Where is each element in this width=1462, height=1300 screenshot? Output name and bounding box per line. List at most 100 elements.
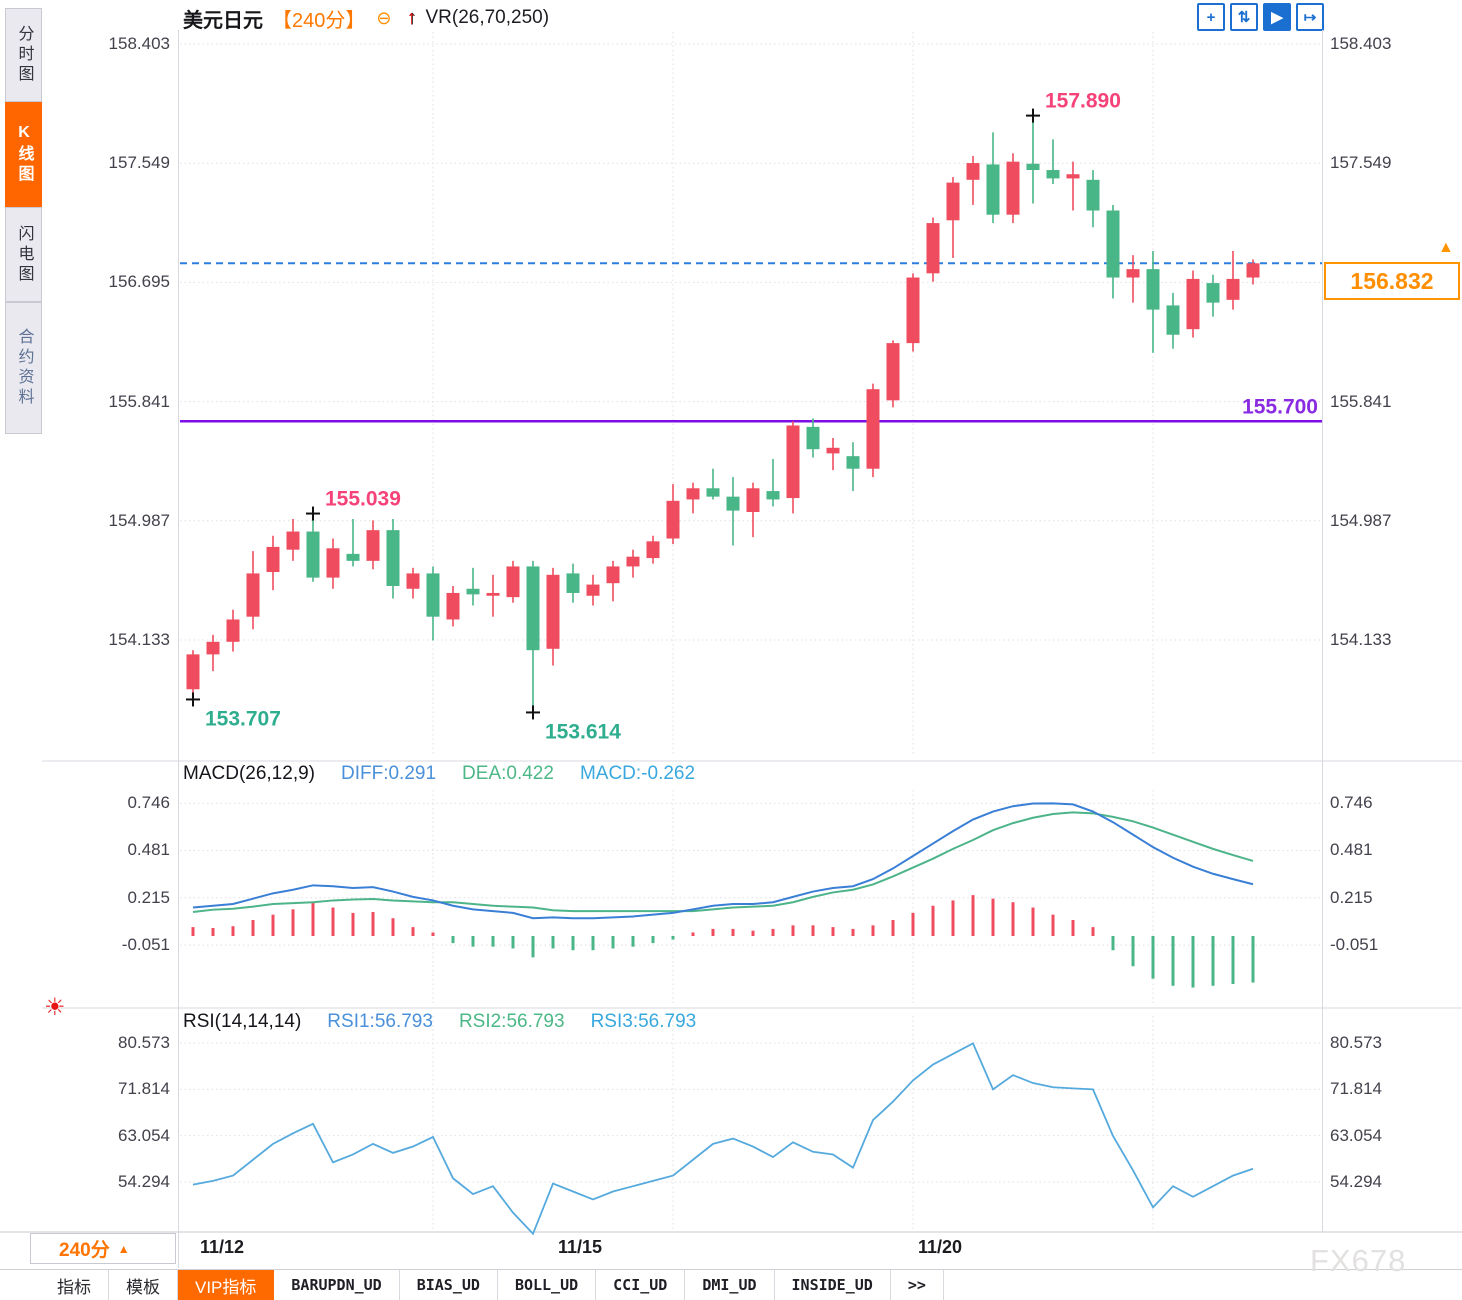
sidebar-item-time-chart[interactable]: 分时图	[5, 8, 42, 102]
macd-bar	[1111, 936, 1115, 951]
macd-bar	[1191, 936, 1195, 988]
candle	[1046, 170, 1060, 179]
bottom-tab-dmi_ud[interactable]: DMI_UD	[685, 1270, 775, 1300]
macd-diff-value: DIFF:0.291	[341, 763, 437, 784]
candle	[306, 531, 320, 578]
macd-bar	[651, 936, 655, 944]
extreme-price-label: 155.039	[325, 488, 401, 511]
axis-scale-icon[interactable]: ⇅	[1230, 3, 1258, 31]
sidebar-item-contract-info[interactable]: 合约资料	[5, 302, 42, 434]
bottom-tab-more[interactable]: >>	[891, 1270, 944, 1300]
macd-bar	[1091, 927, 1095, 936]
candle	[706, 488, 720, 497]
crosshair-tool-icon[interactable]: +	[1197, 3, 1225, 31]
macd-bar	[831, 927, 835, 936]
extreme-price-label: 153.707	[205, 707, 281, 730]
macd-title: MACD(26,12,9)	[183, 763, 315, 784]
candle	[606, 566, 620, 584]
macd-bar	[931, 905, 935, 936]
bottom-tab-boll_ud[interactable]: BOLL_UD	[498, 1270, 597, 1300]
macd-bar	[1031, 907, 1035, 936]
macd-bar	[811, 925, 815, 936]
macd-bar	[591, 936, 595, 951]
candle	[726, 496, 740, 511]
candle	[666, 500, 680, 539]
dea-line	[192, 811, 1254, 913]
axis-tick-label: 155.841	[1330, 391, 1392, 411]
bottom-tab-more[interactable]: 指标	[40, 1270, 109, 1300]
pan-right-icon[interactable]: ↦	[1296, 3, 1324, 31]
macd-bar	[1171, 936, 1175, 986]
axis-tick-label: 0.746	[127, 793, 170, 813]
x-axis-date: 11/15	[558, 1237, 603, 1257]
macd-bar	[311, 902, 315, 936]
macd-bar	[351, 912, 355, 936]
bottom-tab-more[interactable]: 模板	[109, 1270, 178, 1300]
candle	[826, 447, 840, 454]
macd-bar	[871, 925, 875, 936]
macd-bar	[1131, 936, 1135, 967]
candle	[1106, 210, 1120, 278]
macd-bar	[511, 936, 515, 949]
bottom-tab-vip[interactable]: VIP指标	[178, 1270, 275, 1300]
candle	[786, 425, 800, 499]
axis-tick-label: 157.549	[1330, 153, 1392, 173]
macd-bar	[751, 930, 755, 936]
collapse-icon[interactable]: ⊖	[376, 7, 392, 28]
axis-tick-label: 63.054	[118, 1125, 170, 1145]
macd-bar	[731, 928, 735, 936]
macd-bar	[771, 928, 775, 936]
auto-scale-icon[interactable]: ▶	[1263, 3, 1291, 31]
support-price-label: 155.700	[1242, 395, 1318, 418]
candle	[1206, 283, 1220, 303]
macd-bar	[1231, 936, 1235, 985]
candle	[906, 277, 920, 344]
rsi2-value: RSI2:56.793	[458, 1011, 565, 1032]
candle	[806, 426, 820, 450]
macd-bar	[431, 932, 435, 936]
sidebar-item-kline-chart[interactable]: K线图	[5, 102, 42, 207]
bottom-tab-inside_ud[interactable]: INSIDE_UD	[775, 1270, 891, 1300]
sidebar-item-lightning-chart[interactable]: 闪电图	[5, 207, 42, 302]
axis-tick-label: -0.051	[121, 935, 170, 955]
candle	[626, 556, 640, 567]
indicator-title[interactable]: VR(26,70,250)	[425, 7, 550, 28]
axis-tick-label: 54.294	[118, 1171, 170, 1191]
axis-tick-label: 63.054	[1330, 1125, 1382, 1145]
candle	[1246, 263, 1260, 278]
candle	[546, 574, 560, 649]
candle	[526, 566, 540, 651]
candle	[1006, 161, 1020, 215]
sidebar-item-label: K线图	[15, 124, 33, 185]
bottom-tab-bias_ud[interactable]: BIAS_UD	[400, 1270, 498, 1300]
rsi-header: RSI(14,14,14) RSI1:56.793 RSI2:56.793 RS…	[183, 1011, 696, 1033]
candle	[1186, 278, 1200, 330]
macd-bar	[491, 936, 495, 947]
period-label[interactable]: 【240分】	[272, 9, 366, 32]
macd-bar	[371, 911, 375, 936]
axis-tick-label: 71.814	[118, 1079, 170, 1099]
macd-bar	[231, 926, 235, 936]
extreme-price-label: 153.614	[545, 720, 621, 743]
candle	[246, 573, 260, 617]
sidebar-item-label: 闪电图	[15, 224, 33, 285]
watermark: FX678	[1310, 1243, 1407, 1278]
macd-bar	[1071, 919, 1075, 936]
axis-tick-label: 80.573	[118, 1033, 170, 1052]
symbol-title: 美元日元	[183, 9, 263, 32]
macd-bar	[791, 925, 795, 936]
axis-tick-label: 158.403	[1330, 34, 1392, 53]
candle	[506, 566, 520, 598]
bottom-tab-cci_ud[interactable]: CCI_UD	[596, 1270, 686, 1300]
macd-bar	[331, 907, 335, 936]
indicator-settings-sun-icon[interactable]: ☀	[44, 994, 66, 1021]
current-price-badge: 156.832	[1324, 262, 1460, 300]
candle	[1126, 269, 1140, 278]
bottom-tab-bar: 指标 模板 VIP指标 BARUPDN_UD BIAS_UD BOLL_UD CCI_UD D…	[0, 1269, 1462, 1300]
period-selector[interactable]: 240分 ▲	[30, 1233, 176, 1264]
x-axis-date: 11/20	[918, 1237, 963, 1257]
candle	[586, 584, 600, 596]
macd-bar	[251, 919, 255, 936]
bottom-tab-barupdn_ud[interactable]: BARUPDN_UD	[274, 1270, 400, 1300]
